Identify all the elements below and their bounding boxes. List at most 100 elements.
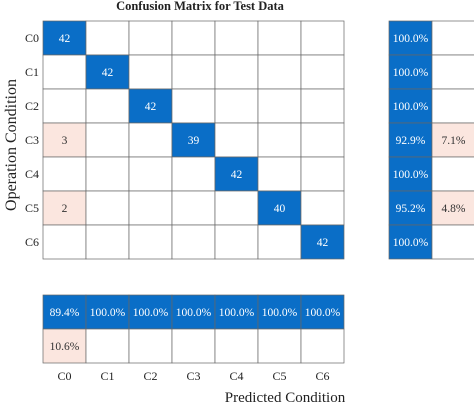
matrix-cell-r0-c3 [171,20,216,56]
matrix-cell-r5-c5 [257,190,302,226]
matrix-cell-r1-c1 [85,54,130,90]
y-tick-label-2: C2 [25,99,39,113]
row-summary-error-r1 [431,54,474,90]
matrix-cell-r5-c4 [214,190,259,226]
matrix-cell-r0-c4 [214,20,259,56]
matrix-cell-r1-c3 [171,54,216,90]
matrix-cell-r3-c4 [214,122,259,158]
matrix-cell-r6-c6 [300,224,345,260]
chart-title: Confusion Matrix for Test Data [116,0,285,13]
matrix-cell-r1-c0 [42,54,87,90]
matrix-cell-r2-c2 [128,88,173,124]
row-summary-correct-r6 [388,224,433,260]
row-summary-correct-r2-label: 100.0% [393,101,429,113]
column-summary: 89.4% 10.6% 100.0% 100.0% 100.0% 100.0% 100.0%… [42,294,345,364]
matrix-cell-r5-c6 [300,190,345,226]
col-summary-correct-c6-label: 100.0% [305,307,341,319]
col-summary-error-c6 [300,328,345,364]
row-summary-correct-r0-label: 100.0% [393,33,429,45]
matrix-cell-r0-c6 [300,20,345,56]
y-axis-label: Operation Condition [3,79,20,211]
matrix-cell-r6-c0 [42,224,87,260]
col-summary-correct-c2-label: 100.0% [133,307,169,319]
col-summary-correct-c2 [128,294,173,330]
col-summary-correct-c0 [42,294,87,330]
matrix-cell-r4-c6 [300,156,345,192]
matrix-cell-r6-c2 [128,224,173,260]
row-summary-error-r0 [431,20,474,56]
col-summary-error-c0-label: 10.6% [50,341,80,353]
row-summary-correct-r1-label: 100.0% [393,67,429,79]
matrix-cell-r0-c1 [85,20,130,56]
matrix-cell-r5-c0-label: 2 [62,203,68,215]
col-summary-error-c4 [214,328,259,364]
col-summary-correct-c5-label: 100.0% [262,307,298,319]
y-tick-label-3: C3 [25,133,39,147]
matrix-cell-r2-c2-label: 42 [145,101,157,113]
row-summary-correct-r2 [388,88,433,124]
matrix-cell-r2-c1 [85,88,130,124]
col-summary-error-c1 [85,328,130,364]
row-summary-error-r4 [431,156,474,192]
row-summary-correct-r0 [388,20,433,56]
y-tick-label-1: C1 [25,65,39,79]
matrix-cell-r4-c0 [42,156,87,192]
x-tick-label-4: C4 [229,369,243,383]
matrix-cell-r5-c1 [85,190,130,226]
matrix-cells: 42 42 42 3 39 42 2 40 42 [42,20,345,260]
x-tick-label-0: C0 [57,369,71,383]
matrix-cell-r4-c4-label: 42 [231,169,243,181]
matrix-cell-r0-c0-label: 42 [59,33,71,45]
matrix-cell-r6-c6-label: 42 [317,237,329,249]
matrix-cell-r1-c6 [300,54,345,90]
x-tick-label-3: C3 [186,369,200,383]
matrix-cell-r0-c5 [257,20,302,56]
matrix-cell-r5-c5-label: 40 [274,203,286,215]
col-summary-correct-c1 [85,294,130,330]
matrix-cell-r3-c6 [300,122,345,158]
col-summary-error-c3 [171,328,216,364]
col-summary-correct-c5 [257,294,302,330]
row-summary-correct-r3-label: 92.9% [396,135,426,147]
matrix-cell-r1-c1-label: 42 [102,67,114,79]
matrix-cell-r6-c1 [85,224,130,260]
matrix-cell-r1-c4 [214,54,259,90]
col-summary-error-c2 [128,328,173,364]
matrix-cell-r4-c4 [214,156,259,192]
row-summary-error-r3-label: 7.1% [442,135,466,147]
row-summary-error-r6 [431,224,474,260]
tick-labels: C0 C0 C1 C1 C2 C2 C3 C3 C4 C4 C5 C5 C6 C6 [25,31,330,383]
row-summary-error-r2 [431,88,474,124]
x-axis-label: Predicted Condition [225,390,346,406]
matrix-cell-r2-c5 [257,88,302,124]
row-summary: 100.0% 100.0% 100.0% 92.9% 7.1% 100.0% 95.2% 4.… [388,20,474,260]
row-summary-correct-r6-label: 100.0% [393,237,429,249]
row-summary-correct-r4 [388,156,433,192]
matrix-cell-r5-c3 [171,190,216,226]
x-tick-label-2: C2 [143,369,157,383]
y-tick-label-6: C6 [25,235,39,249]
matrix-cell-r3-c0-label: 3 [62,135,68,147]
matrix-cell-r3-c3-label: 39 [188,135,200,147]
matrix-cell-r3-c5 [257,122,302,158]
x-tick-label-1: C1 [100,369,114,383]
matrix-cell-r6-c3 [171,224,216,260]
col-summary-error-c0 [42,328,87,364]
matrix-cell-r2-c0 [42,88,87,124]
col-summary-error-c5 [257,328,302,364]
matrix-cell-r2-c3 [171,88,216,124]
matrix-cell-r6-c4 [214,224,259,260]
matrix-cell-r4-c5 [257,156,302,192]
matrix-cell-r6-c5 [257,224,302,260]
matrix-cell-r5-c2 [128,190,173,226]
matrix-cell-r2-c6 [300,88,345,124]
row-summary-correct-r5-label: 95.2% [396,203,426,215]
matrix-cell-r1-c2 [128,54,173,90]
x-tick-label-5: C5 [272,369,286,383]
matrix-cell-r3-c2 [128,122,173,158]
matrix-cell-r4-c3 [171,156,216,192]
matrix-cell-r3-c1 [85,122,130,158]
y-tick-label-4: C4 [25,167,39,181]
matrix-cell-r1-c5 [257,54,302,90]
